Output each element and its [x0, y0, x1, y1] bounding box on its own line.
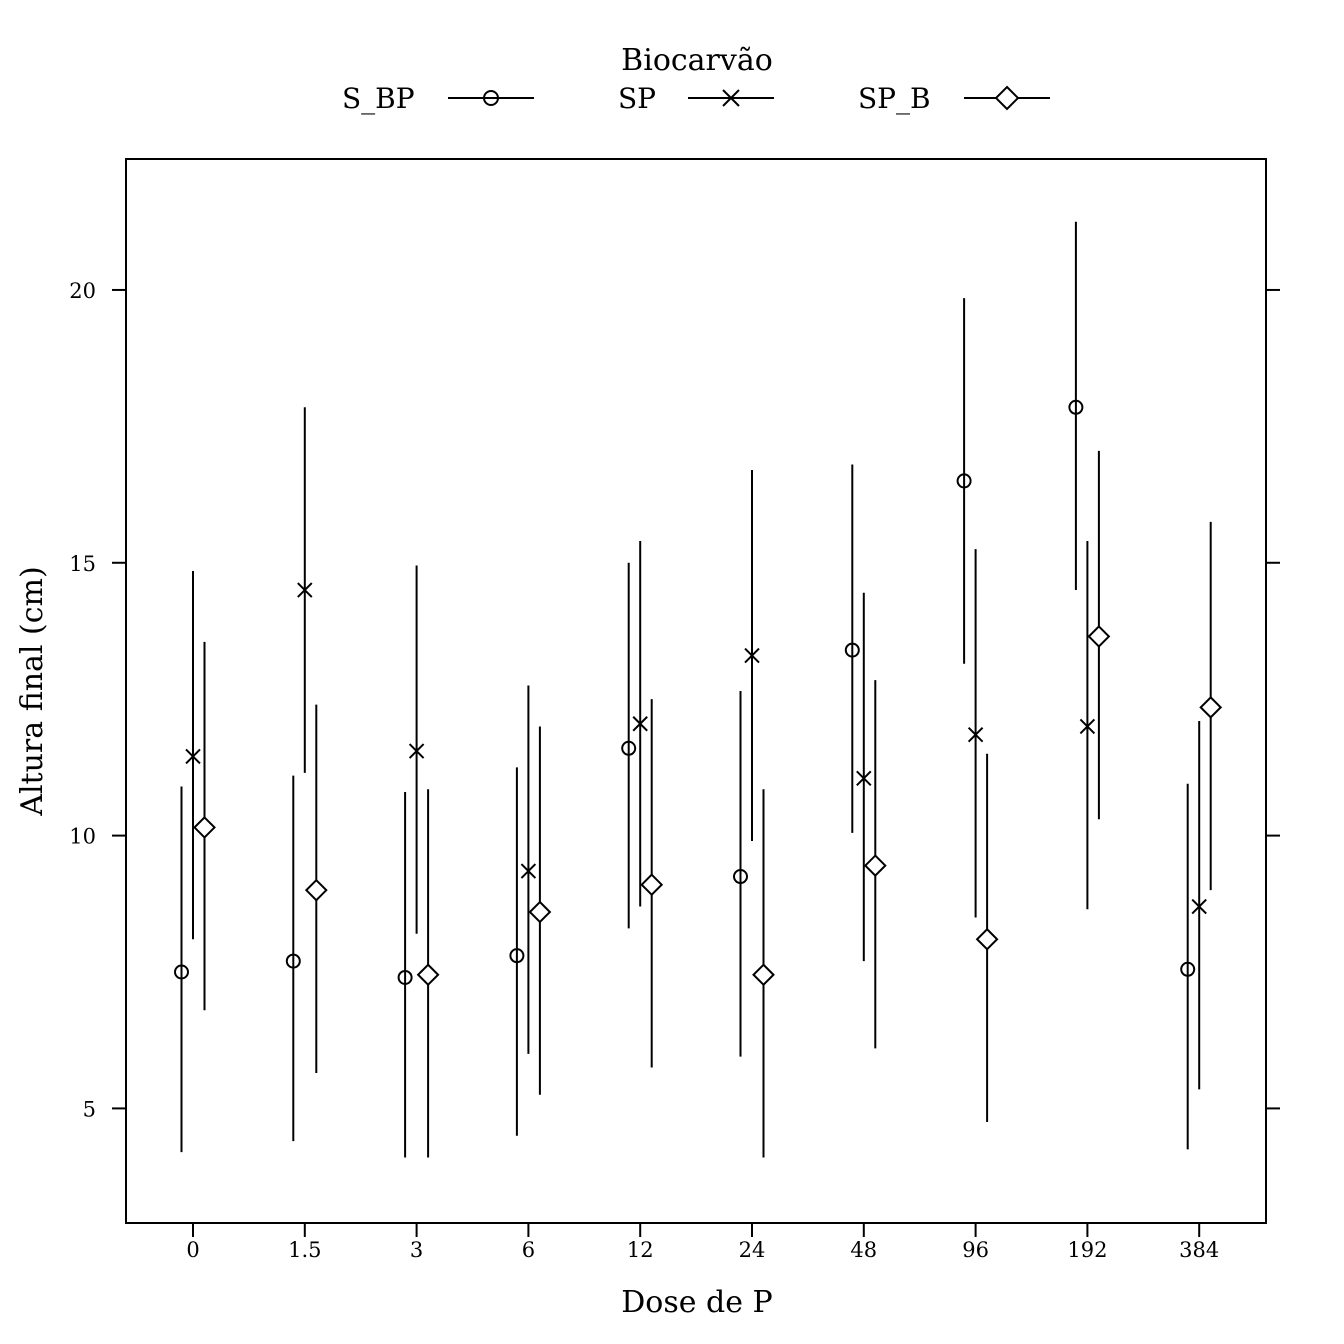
x-tick-label: 1.5: [288, 1238, 321, 1262]
point-diamond: [977, 929, 997, 949]
x-axis-title: Dose de P: [621, 1285, 772, 1320]
point-diamond: [1201, 697, 1221, 717]
x-axis: 0 1.5 3 6 12 24 48 96 192 384: [186, 1223, 1219, 1262]
y-axis-title: Altura final (cm): [15, 566, 50, 816]
x-tick-label: 96: [962, 1238, 989, 1262]
legend-title: Biocarvão: [621, 43, 773, 78]
point-diamond: [865, 856, 885, 876]
point-diamond: [306, 880, 326, 900]
legend-item-sp: SP: [618, 82, 774, 115]
legend-label-sp-b: SP_B: [858, 82, 931, 115]
y-tick-label: 5: [83, 1097, 96, 1121]
point-circle: [510, 949, 523, 962]
point-circle: [846, 644, 859, 657]
point-circle: [287, 955, 300, 968]
series-sp-b: [195, 451, 1221, 1158]
legend-item-s-bp: S_BP: [342, 82, 534, 115]
point-x: [633, 717, 647, 731]
x-tick-label: 24: [739, 1238, 766, 1262]
y-tick-label: 10: [69, 825, 96, 849]
point-circle: [1069, 401, 1082, 414]
series-s-bp: [175, 222, 1194, 1158]
legend-item-sp-b: SP_B: [858, 82, 1050, 115]
point-x: [969, 728, 983, 742]
x-tick-label: 6: [522, 1238, 535, 1262]
x-tick-label: 12: [627, 1238, 654, 1262]
point-circle: [734, 870, 747, 883]
legend: Biocarvão S_BP SP SP_B: [342, 43, 1050, 115]
point-circle: [1181, 963, 1194, 976]
legend-label-sp: SP: [618, 82, 656, 115]
x-tick-label: 3: [410, 1238, 423, 1262]
point-x: [745, 649, 759, 663]
point-x: [298, 583, 312, 597]
x-tick-label: 384: [1179, 1238, 1219, 1262]
point-diamond: [642, 875, 662, 895]
legend-marker-circle: [484, 91, 498, 105]
point-x: [186, 749, 200, 763]
point-diamond: [530, 902, 550, 922]
point-circle: [958, 474, 971, 487]
point-diamond: [754, 965, 774, 985]
point-x: [410, 744, 424, 758]
legend-marker-x: [723, 90, 739, 106]
y-tick-label: 15: [69, 552, 96, 576]
y-tick-label: 20: [69, 279, 96, 303]
plot-frame: [126, 159, 1266, 1223]
x-tick-label: 0: [186, 1238, 199, 1262]
point-diamond: [1089, 626, 1109, 646]
point-x: [521, 864, 535, 878]
point-circle: [175, 966, 188, 979]
point-x: [1080, 719, 1094, 733]
series-sp: [186, 407, 1206, 1089]
point-x: [1192, 900, 1206, 914]
y-axis: 5 10 15 20: [69, 279, 1280, 1121]
point-circle: [622, 742, 635, 755]
point-diamond: [418, 965, 438, 985]
point-x: [857, 771, 871, 785]
point-diamond: [195, 817, 215, 837]
x-tick-label: 48: [850, 1238, 877, 1262]
data-marks: [175, 222, 1221, 1158]
legend-marker-diamond: [996, 87, 1018, 109]
x-tick-label: 192: [1067, 1238, 1107, 1262]
point-circle: [399, 971, 412, 984]
legend-label-s-bp: S_BP: [342, 82, 415, 115]
